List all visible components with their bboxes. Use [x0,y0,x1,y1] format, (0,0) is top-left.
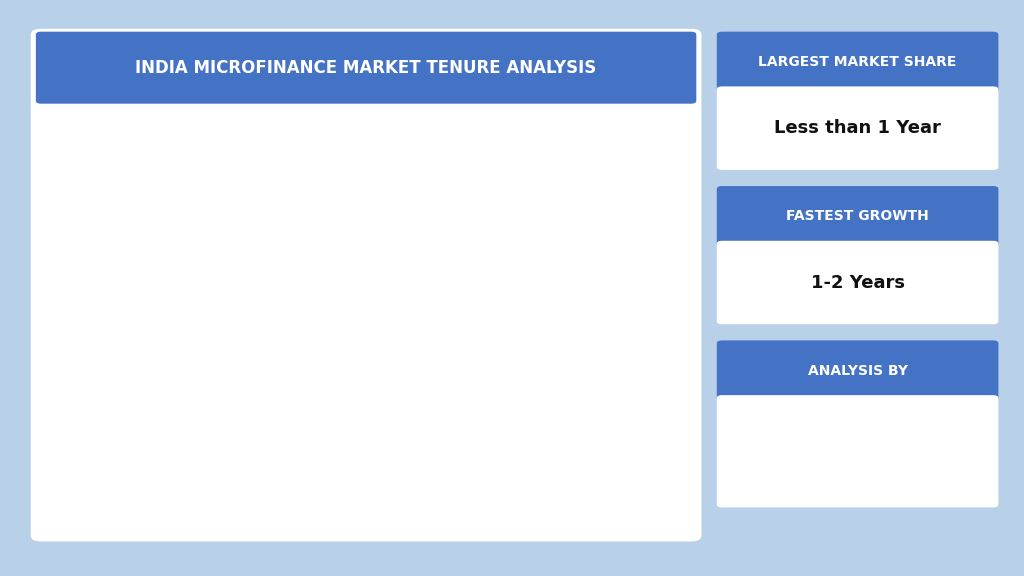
Bar [461,310,475,334]
Text: FASTEST GROWTH: FASTEST GROWTH [786,209,929,223]
Bar [461,446,475,471]
Text: LARGEST MARKET SHARE: LARGEST MARKET SHARE [759,55,956,69]
Text: INDIA MICROFINANCE MARKET TENURE ANALYSIS: INDIA MICROFINANCE MARKET TENURE ANALYSI… [135,59,597,77]
Text: BUSINESS INTELLIGENCE: BUSINESS INTELLIGENCE [877,461,958,468]
Bar [461,178,475,202]
Text: 1-2 Years: 1-2 Years [489,313,552,327]
Text: More than 2
Years: More than 2 Years [489,441,572,471]
Bar [840,445,854,461]
Wedge shape [246,159,404,476]
Bar [820,445,834,473]
Wedge shape [143,377,266,478]
Text: 47.93%: 47.93% [255,325,325,343]
Text: 1-2 Years: 1-2 Years [811,274,904,291]
Bar [803,445,816,464]
Text: Less than 1 Year: Less than 1 Year [489,181,602,195]
Text: Less than 1 Year: Less than 1 Year [774,119,941,137]
Bar [784,445,799,457]
Wedge shape [86,159,246,441]
Text: ANALYSIS BY: ANALYSIS BY [808,363,907,378]
Text: EVOLVE: EVOLVE [876,435,951,453]
